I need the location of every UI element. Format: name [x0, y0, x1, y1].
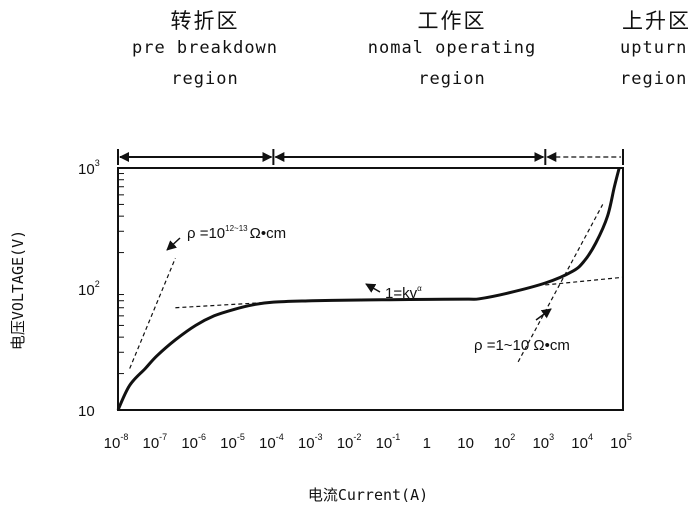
- annotation-arrow: [365, 283, 381, 293]
- guide-line-1: [129, 257, 176, 369]
- x-tick-label: 103: [532, 432, 554, 452]
- x-tick-label: 10: [457, 435, 474, 452]
- annotation-exponent: 12~13: [225, 224, 248, 233]
- annotation-low-resistivity: ρ =1~10 Ω•cm: [474, 308, 570, 354]
- x-tick-label: 10-1: [376, 432, 401, 452]
- region-title-en: upturn: [620, 38, 687, 58]
- guide-line-3: [545, 276, 624, 286]
- y-tick-label: 10: [78, 403, 95, 420]
- x-tick-label: 10-2: [337, 432, 362, 452]
- region-title-en: pre breakdown: [132, 38, 278, 58]
- x-tick-label: 10-8: [104, 432, 129, 452]
- x-tick-label: 1: [423, 435, 431, 452]
- annotation-high-resistivity: ρ =1012~13 Ω•cm: [166, 224, 286, 251]
- x-axis-label: 电流Current(A): [308, 486, 428, 504]
- y-minor-ticks: [118, 173, 124, 375]
- annotation-exponent: α: [417, 284, 422, 293]
- region-title-en-line2: region: [171, 69, 238, 89]
- x-tick-labels: 10-8 10-7 10-6 10-5 10-4 10-3 10-2 10-1 1 10 102 10…: [104, 432, 632, 452]
- extrapolation-guides: [129, 204, 624, 369]
- y-tick-label: 103: [78, 158, 100, 178]
- y-axis-label: 电压VOLTAGE(V): [9, 230, 27, 350]
- annotation-prefix: ρ =10: [187, 225, 225, 242]
- region-header-pre-breakdown: 转折区 pre breakdown region: [132, 9, 278, 89]
- x-tick-label: 102: [494, 432, 516, 452]
- x-tick-label: 10-5: [220, 432, 245, 452]
- x-tick-label: 10-6: [181, 432, 206, 452]
- region-title-cn: 工作区: [418, 9, 487, 33]
- annotation-power-law: 1=kvα: [365, 283, 422, 302]
- svg-text:1=kvα: 1=kvα: [385, 284, 422, 302]
- region-title-cn: 上升区: [622, 9, 691, 33]
- x-tick-label: 104: [571, 432, 593, 452]
- svg-text:ρ =1012~13Ω•cm: ρ =1012~13 Ω•cm: [187, 224, 286, 242]
- guide-line-2: [175, 301, 274, 309]
- region-header-upturn: 上升区 upturn region: [620, 9, 691, 89]
- annotation-arrow: [166, 237, 181, 251]
- x-tick-label: 105: [610, 432, 632, 452]
- x-tick-label: 10-3: [298, 432, 323, 452]
- region-title-en: nomal operating: [368, 38, 537, 58]
- region-span-arrows: [117, 149, 624, 165]
- x-tick-label: 10-4: [259, 432, 284, 452]
- region-title-cn: 转折区: [171, 9, 240, 33]
- annotation-formula: 1=kv: [385, 285, 418, 302]
- region-header-normal-operating: 工作区 nomal operating region: [368, 9, 537, 89]
- x-tick-label: 10-7: [142, 432, 167, 452]
- region-title-en-line2: region: [418, 69, 485, 89]
- plot-frame: [117, 167, 624, 411]
- annotation-unit: Ω•cm: [250, 225, 286, 242]
- annotation-arrow: [535, 308, 552, 321]
- y-tick-labels: 10 102 103: [78, 158, 100, 420]
- region-title-en-line2: region: [620, 69, 687, 89]
- vi-curve: [116, 167, 621, 411]
- y-tick-label: 102: [78, 279, 100, 299]
- annotation-text: ρ =1~10 Ω•cm: [474, 337, 570, 354]
- guide-line-4: [517, 204, 604, 363]
